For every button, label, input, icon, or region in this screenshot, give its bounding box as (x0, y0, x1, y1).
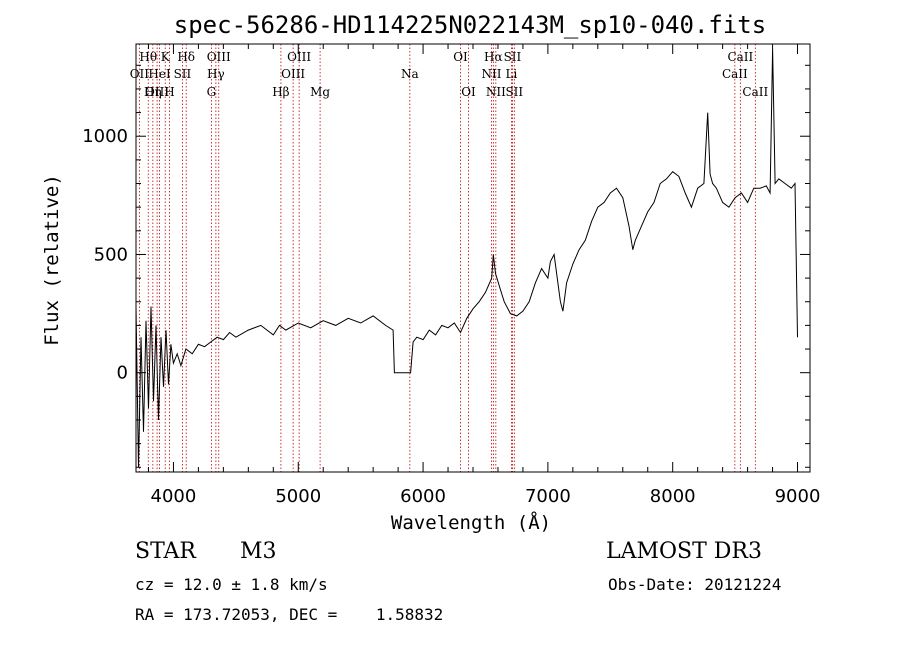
line-label-10: Hγ (207, 67, 225, 81)
line-label-2: OIII (145, 85, 169, 99)
object-class: STAR (135, 539, 196, 564)
line-label-4: HeI (148, 67, 171, 81)
line-label-6: H (164, 85, 174, 99)
ra-dec: RA = 173.72053, DEC = 1.58832 (135, 605, 444, 624)
survey-name: LAMOST DR3 (606, 539, 762, 564)
line-label-5: K (161, 50, 171, 64)
line-label-26: CaII (722, 67, 748, 81)
x-tick-label-2: 6000 (400, 486, 446, 507)
plot-frame (135, 43, 811, 473)
line-label-7: SII (174, 67, 192, 81)
x-axis-label: Wavelength (Å) (391, 511, 551, 534)
line-label-27: CaII (742, 85, 768, 99)
line-label-23: Li (506, 67, 518, 81)
y-tick-label-0: 0 (117, 363, 128, 384)
x-tick-label-1: 5000 (275, 486, 321, 507)
x-tick-label-0: 4000 (151, 486, 197, 507)
line-label-19: Hα (484, 50, 503, 64)
line-label-15: Mg (310, 85, 330, 99)
line-label-22: SII (504, 50, 522, 64)
line-label-8: Hδ (177, 50, 195, 64)
line-label-12: Hβ (272, 85, 289, 99)
line-label-3: Hη (144, 85, 162, 99)
x-tick-label-3: 7000 (525, 486, 571, 507)
y-tick-label-2: 1000 (82, 126, 128, 147)
redshift-cz: cz = 12.0 ± 1.8 km/s (135, 575, 328, 594)
line-label-17: OI (453, 50, 468, 64)
spectrum-line (135, 48, 798, 468)
x-tick-label-5: 9000 (775, 486, 821, 507)
line-label-21: NII (486, 85, 506, 99)
obs-date: Obs-Date: 20121224 (608, 575, 782, 594)
x-tick-label-4: 8000 (650, 486, 696, 507)
line-label-16: Na (401, 67, 419, 81)
line-label-14: OIII (281, 67, 305, 81)
line-label-18: OI (461, 85, 476, 99)
line-label-13: OIII (287, 50, 311, 64)
chart-title: spec-56286-HD114225N022143M_sp10-040.fit… (174, 11, 766, 39)
line-label-24: SII (505, 85, 523, 99)
y-axis-label: Flux (relative) (41, 174, 63, 346)
y-tick-label-1: 500 (94, 244, 128, 265)
line-label-9: OIII (207, 50, 231, 64)
line-label-25: CaII (727, 50, 753, 64)
line-label-0: Hθ (139, 50, 157, 64)
line-label-20: NII (481, 67, 501, 81)
line-label-1: OII (130, 67, 150, 81)
line-label-11: G (207, 85, 217, 99)
object-subclass: M3 (240, 539, 277, 564)
